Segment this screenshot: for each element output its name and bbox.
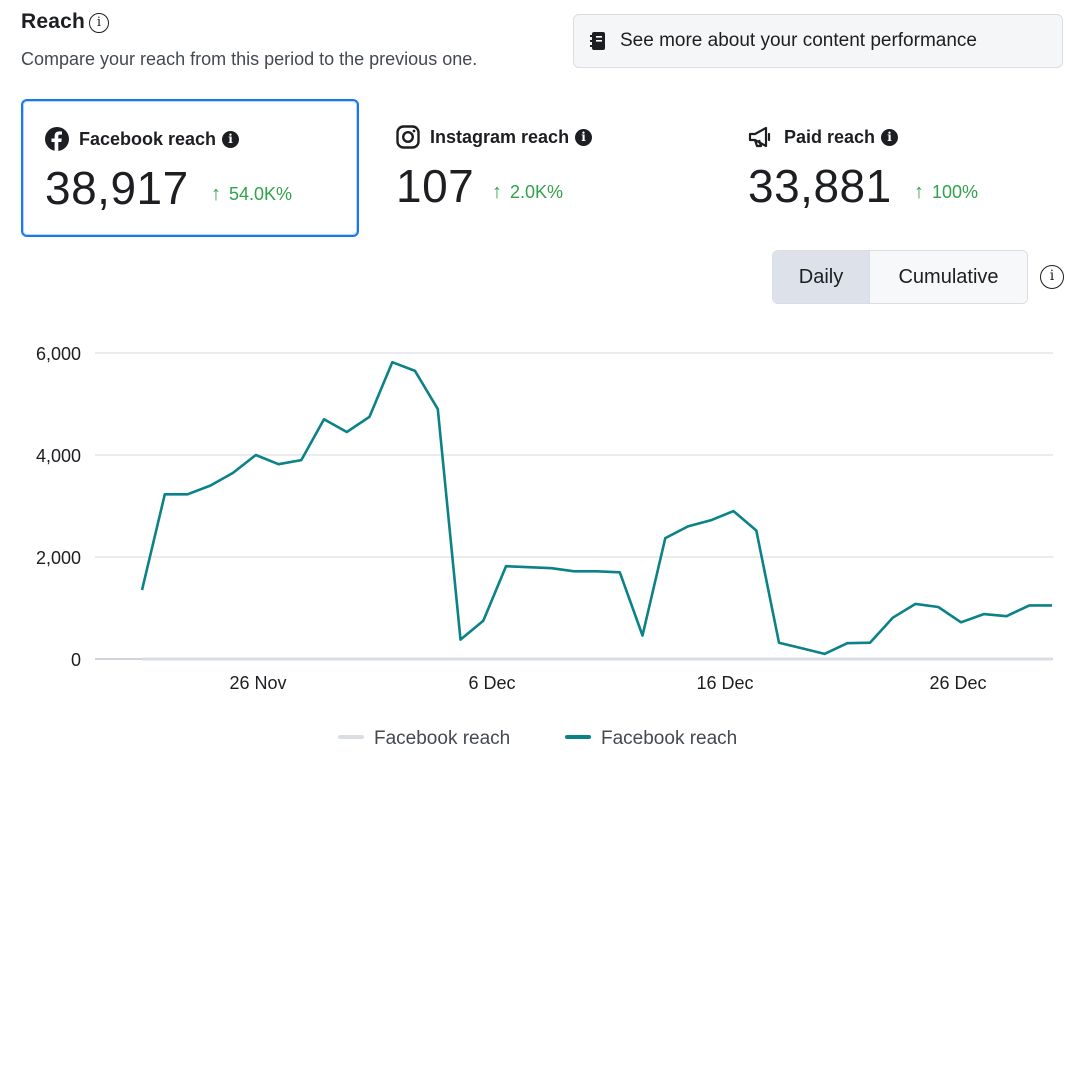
metric-card-instagram-reach[interactable]: Instagram reach i 107 ↑ 2.0K% <box>374 99 714 237</box>
metric-change: ↑ 100% <box>914 181 978 204</box>
metric-change-value: 2.0K% <box>510 182 564 202</box>
y-tick-label: 4,000 <box>36 446 81 466</box>
metric-label: Paid reach <box>784 126 876 147</box>
page-subtitle: Compare your reach from this period to t… <box>21 49 478 69</box>
info-icon[interactable]: i <box>575 128 593 146</box>
metric-value: 107 <box>396 160 475 212</box>
metric-change-value: 100% <box>932 182 979 202</box>
metric-card-paid-reach[interactable]: Paid reach i 33,881 ↑ 100% <box>726 99 1066 237</box>
arrow-up-icon: ↑ <box>211 183 221 205</box>
y-tick-label: 2,000 <box>36 548 81 568</box>
metric-card-facebook-reach[interactable]: Facebook reach i 38,917 ↑ 54.0K% <box>21 99 359 237</box>
series-line-current <box>140 360 1052 656</box>
facebook-icon <box>45 127 69 151</box>
metric-change: ↑ 54.0K% <box>211 183 292 206</box>
metric-value: 33,881 <box>748 160 892 212</box>
arrow-up-icon: ↑ <box>492 181 502 203</box>
arrow-up-icon: ↑ <box>914 181 924 203</box>
info-icon[interactable]: i <box>222 130 240 148</box>
metric-header: Facebook reach i <box>45 127 240 151</box>
x-tick-label: 16 Dec <box>696 673 753 693</box>
metric-label: Instagram reach <box>430 126 570 147</box>
toggle-cumulative-button[interactable]: Cumulative <box>870 251 1027 303</box>
info-icon[interactable]: i <box>89 13 110 33</box>
x-tick-label: 26 Dec <box>929 673 986 693</box>
metric-change-value: 54.0K% <box>229 184 293 204</box>
legend-label: Facebook reach <box>601 728 737 749</box>
toggle-daily-button[interactable]: Daily <box>773 251 870 303</box>
notebook-icon <box>590 32 605 50</box>
info-icon[interactable]: i <box>881 128 899 146</box>
y-tick-label: 6,000 <box>36 344 81 364</box>
reach-line-chart: 0 2,000 4,000 6,000 26 Nov 6 Dec 16 Dec 26 Dec F… <box>36 344 1053 749</box>
y-tick-label: 0 <box>71 650 81 670</box>
metric-label: Facebook reach <box>79 128 217 149</box>
legend-label: Facebook reach <box>374 728 510 749</box>
x-tick-label: 6 Dec <box>468 673 515 693</box>
metric-header: Instagram reach i <box>396 125 593 149</box>
megaphone-icon <box>748 126 771 148</box>
metric-header: Paid reach i <box>748 125 899 149</box>
content-performance-button[interactable]: See more about your content performance <box>573 14 1063 68</box>
x-tick-label: 26 Nov <box>229 673 286 693</box>
info-icon[interactable]: i <box>1040 265 1064 289</box>
page-title-text: Reach <box>21 10 86 33</box>
instagram-icon <box>396 125 420 149</box>
metric-change: ↑ 2.0K% <box>492 181 563 204</box>
metric-value: 38,917 <box>45 162 189 214</box>
content-performance-label: See more about your content performance <box>620 30 977 51</box>
view-toggle: Daily Cumulative <box>772 250 1028 304</box>
page-title: Reach i <box>21 10 110 34</box>
